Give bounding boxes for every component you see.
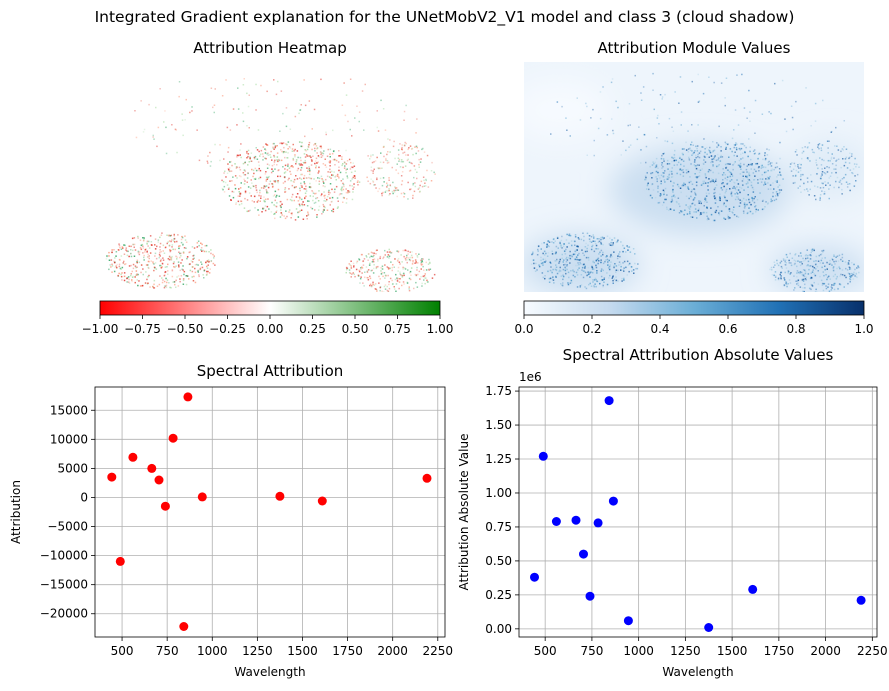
spectral-point <box>154 475 164 485</box>
spectral-abs-point <box>579 549 588 559</box>
heatmap-colorbar-tick-label: −0.25 <box>209 322 246 336</box>
heatmap-colorbar-tick-label: 0.25 <box>299 322 326 336</box>
spectral-point <box>422 473 432 483</box>
heatmap-title: Attribution Heatmap <box>193 39 347 57</box>
spectral-abs-point <box>748 584 758 594</box>
spectral-ytick-label: 10000 <box>50 432 88 446</box>
spectral-xtick-label: 1250 <box>242 644 273 658</box>
spectral-title: Spectral Attribution <box>196 362 344 380</box>
spectral-abs-xtick-label: 2250 <box>857 644 888 658</box>
spectral-abs-xtick-label: 1500 <box>717 644 748 658</box>
spectral-abs-point <box>704 623 714 632</box>
attribution-module-image <box>524 62 864 292</box>
spectral-abs-point <box>593 518 603 528</box>
spectral-ytick-label: −15000 <box>40 578 88 592</box>
spectral-abs-point <box>604 396 614 406</box>
heatmap-colorbar-tick-label: 1.00 <box>427 322 454 336</box>
spectral-ytick-label: −20000 <box>40 607 88 621</box>
spectral-ytick-label: 5000 <box>57 461 88 475</box>
spectral-abs-point <box>530 572 539 582</box>
spectral-abs-ytick-label: 0.00 <box>485 622 512 636</box>
spectral-abs-xtick-label: 1750 <box>764 644 795 658</box>
heatmap-colorbar: −1.00 −0.75 −0.50 −0.25 0.00 0.25 0.50 0.75 1.00 <box>82 300 454 336</box>
spectral-abs-xtick-label: 2000 <box>810 644 841 658</box>
figure-suptitle: Integrated Gradient explanation for the … <box>94 8 795 26</box>
spectral-abs-point <box>585 591 595 601</box>
spectral-abs-xtick-label: 500 <box>534 644 557 658</box>
spectral-point <box>160 501 170 511</box>
spectral-point <box>275 491 285 501</box>
spectral-xtick-label: 1000 <box>197 644 228 658</box>
spectral-ytick-label: −5000 <box>47 520 88 534</box>
spectral-point <box>179 622 189 631</box>
heatmap-colorbar-tick-label: 0.50 <box>342 322 369 336</box>
spectral-xtick-label: 500 <box>111 644 134 658</box>
module-colorbar-tick-label: 1.0 <box>854 322 873 336</box>
spectral-attribution-axes: 500 750 1000 1250 1500 1750 2000 2250 −20000 −150… <box>9 386 454 679</box>
spectral-point <box>317 496 327 506</box>
spectral-xtick-label: 2000 <box>377 644 408 658</box>
spectral-abs-ytick-label: 0.50 <box>485 554 512 568</box>
spectral-abs-ytick-label: 1.00 <box>485 486 512 500</box>
spectral-point <box>183 392 193 402</box>
module-colorbar: 0.0 0.2 0.4 0.6 0.8 1.0 <box>514 300 874 336</box>
spectral-point <box>197 492 207 502</box>
module-colorbar-tick-label: 0.8 <box>786 322 805 336</box>
spectral-point <box>115 556 125 566</box>
spectral-point <box>168 433 178 443</box>
spectral-ytick-label: 0 <box>80 490 88 504</box>
spectral-abs-xtick-label: 750 <box>580 644 603 658</box>
spectral-abs-xlabel: Wavelength <box>662 665 733 679</box>
spectral-point <box>128 452 138 462</box>
spectral-abs-ytick-label: 0.25 <box>485 588 512 602</box>
spectral-abs-ytick-label: 1.25 <box>485 452 512 466</box>
spectral-abs-ytick-label: 1.75 <box>485 384 512 398</box>
spectral-point <box>107 472 117 482</box>
spectral-abs-point <box>571 515 581 525</box>
spectral-abs-offset-label: 1e6 <box>519 370 542 384</box>
heatmap-colorbar-tick-label: 0.00 <box>257 322 284 336</box>
heatmap-colorbar-tick-label: −0.50 <box>167 322 204 336</box>
module-title: Attribution Module Values <box>597 39 791 57</box>
spectral-xtick-label: 1750 <box>332 644 363 658</box>
spectral-xlabel: Wavelength <box>234 665 305 679</box>
heatmap-colorbar-tick-label: −1.00 <box>82 322 119 336</box>
module-colorbar-tick-label: 0.2 <box>582 322 601 336</box>
spectral-abs-xtick-label: 1250 <box>670 644 701 658</box>
spectral-abs-point <box>856 595 866 605</box>
heatmap-colorbar-tick-label: 0.75 <box>384 322 411 336</box>
module-colorbar-tick-label: 0.6 <box>718 322 737 336</box>
spectral-abs-xtick-label: 1000 <box>623 644 654 658</box>
module-colorbar-tick-label: 0.4 <box>650 322 669 336</box>
spectral-xtick-label: 750 <box>156 644 179 658</box>
spectral-abs-ytick-label: 0.75 <box>485 520 512 534</box>
spectral-abs-point <box>623 616 633 626</box>
spectral-abs-point <box>538 451 548 461</box>
spectral-abs-ylabel: Attribution Absolute Value <box>457 434 471 591</box>
heatmap-colorbar-tick-label: −0.75 <box>124 322 161 336</box>
module-colorbar-tick-label: 0.0 <box>514 322 533 336</box>
spectral-xtick-label: 2250 <box>423 644 454 658</box>
spectral-point <box>147 463 157 473</box>
spectral-abs-point <box>608 496 618 506</box>
spectral-ytick-label: 15000 <box>50 403 88 417</box>
spectral-xtick-label: 1500 <box>287 644 318 658</box>
spectral-abs-ytick-label: 1.50 <box>485 418 512 432</box>
attribution-heatmap-image <box>100 62 440 292</box>
spectral-abs-axes: 500 750 1000 1250 1500 1750 2000 2250 0.00 0.25 0.… <box>457 370 888 679</box>
spectral-abs-point <box>551 517 561 526</box>
spectral-ytick-label: −10000 <box>40 549 88 563</box>
spectral-ylabel: Attribution <box>9 480 23 544</box>
spectral-abs-title: Spectral Attribution Absolute Values <box>562 346 834 364</box>
